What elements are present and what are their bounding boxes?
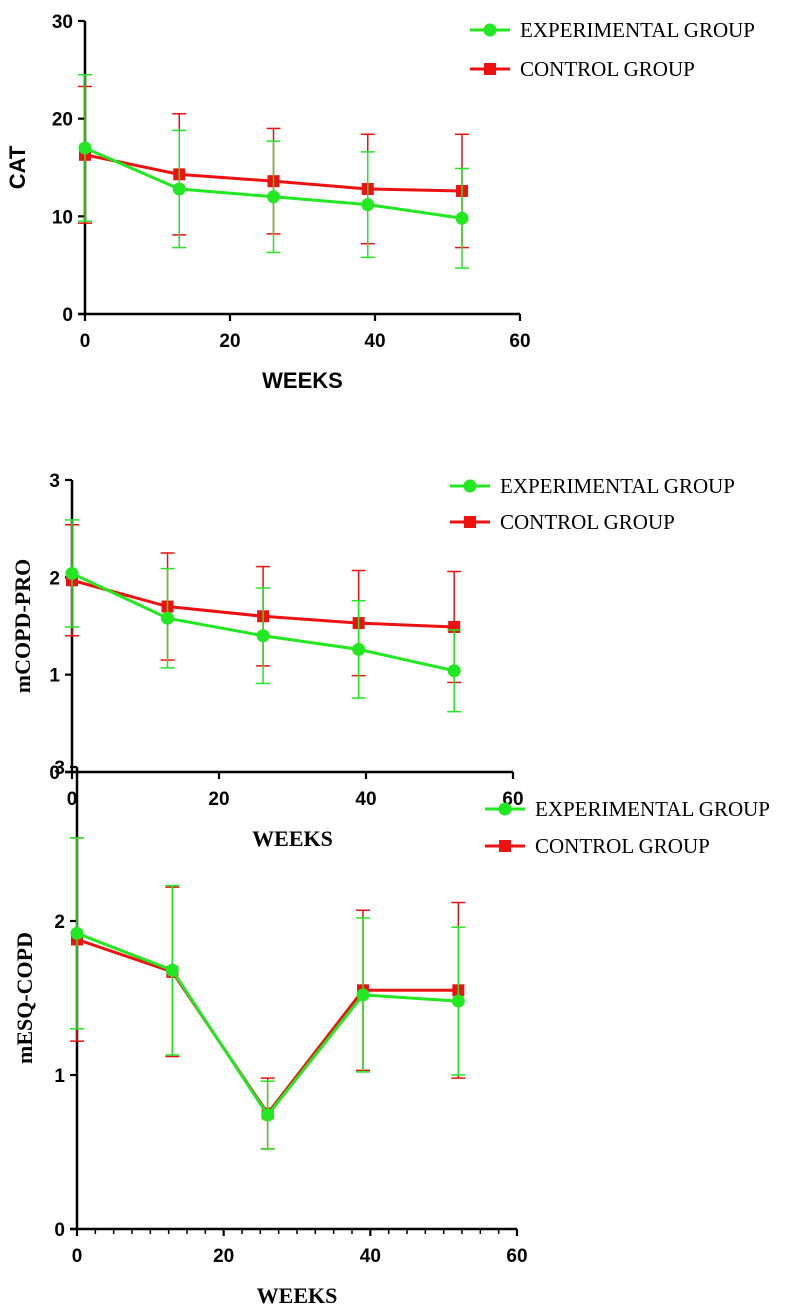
series-experimental: [78, 73, 469, 269]
legend-marker: [483, 23, 497, 37]
y-tick-label: 0: [49, 763, 60, 784]
y-tick-label: 0: [54, 1220, 65, 1241]
x-tick-label: 20: [219, 331, 240, 352]
data-point: [65, 566, 79, 580]
y-tick-label: 2: [49, 568, 60, 589]
legend-marker: [463, 479, 477, 493]
legend: EXPERIMENTAL GROUP CONTROL GROUP: [450, 474, 735, 534]
x-tick-label: 40: [360, 1246, 381, 1267]
legend-label: EXPERIMENTAL GROUP: [520, 18, 755, 42]
legend-label: CONTROL GROUP: [500, 510, 675, 534]
legend-label: CONTROL GROUP: [535, 834, 710, 858]
data-point: [161, 611, 175, 625]
legend-label: CONTROL GROUP: [520, 57, 695, 81]
chart-1: 0 10 20 30 0 20 40 60 WEEKS CAT EXPERIMENTAL GROUP…: [5, 12, 755, 393]
x-tick-label: 20: [213, 1246, 234, 1267]
x-tick-label: 40: [364, 331, 385, 352]
data-point: [451, 994, 465, 1008]
data-point: [165, 963, 179, 977]
legend-marker: [484, 63, 496, 75]
x-tick-label: 20: [208, 789, 229, 810]
legend-marker: [498, 802, 512, 816]
data-point: [267, 190, 280, 204]
series-experimental: [65, 519, 462, 713]
y-tick-label: 10: [52, 207, 73, 228]
x-axis-title: WEEKS: [257, 1283, 338, 1307]
data-point: [78, 141, 92, 155]
x-tick-label: 0: [67, 789, 78, 810]
legend-marker: [499, 840, 511, 852]
x-tick-label: 40: [355, 789, 376, 810]
legend-label: EXPERIMENTAL GROUP: [535, 797, 770, 821]
x-tick-label: 0: [72, 1246, 83, 1267]
y-axis-title: mESQ-COPD: [12, 932, 37, 1064]
x-axis-title: WEEKS: [252, 826, 333, 851]
x-tick-label: 60: [509, 331, 530, 352]
y-tick-label: 1: [54, 1066, 65, 1087]
data-point: [172, 182, 186, 196]
data-point: [356, 988, 370, 1002]
legend: EXPERIMENTAL GROUP CONTROL GROUP: [470, 18, 755, 81]
series-experimental: [70, 837, 466, 1150]
y-axis-title: mCOPD-PRO: [10, 559, 35, 693]
y-tick-label: 3: [54, 758, 65, 779]
legend-marker: [464, 516, 476, 528]
legend: EXPERIMENTAL GROUP CONTROL GROUP: [485, 797, 770, 858]
x-tick-label: 0: [80, 331, 91, 352]
y-axis-title: CAT: [5, 145, 30, 189]
data-point: [352, 642, 366, 656]
x-axis-title: WEEKS: [262, 368, 343, 393]
y-tick-label: 1: [49, 666, 60, 687]
y-tick-label: 30: [52, 12, 73, 33]
data-point: [361, 198, 375, 212]
y-tick-label: 0: [62, 305, 73, 326]
data-point: [70, 926, 84, 940]
data-point: [455, 211, 469, 225]
y-tick-label: 2: [54, 912, 65, 933]
data-point: [261, 1108, 275, 1122]
x-tick-label: 60: [506, 1246, 527, 1267]
legend-label: EXPERIMENTAL GROUP: [500, 474, 735, 498]
y-tick-label: 3: [49, 471, 60, 492]
data-point: [256, 629, 270, 643]
y-tick-label: 20: [52, 110, 73, 131]
data-point: [447, 664, 461, 678]
